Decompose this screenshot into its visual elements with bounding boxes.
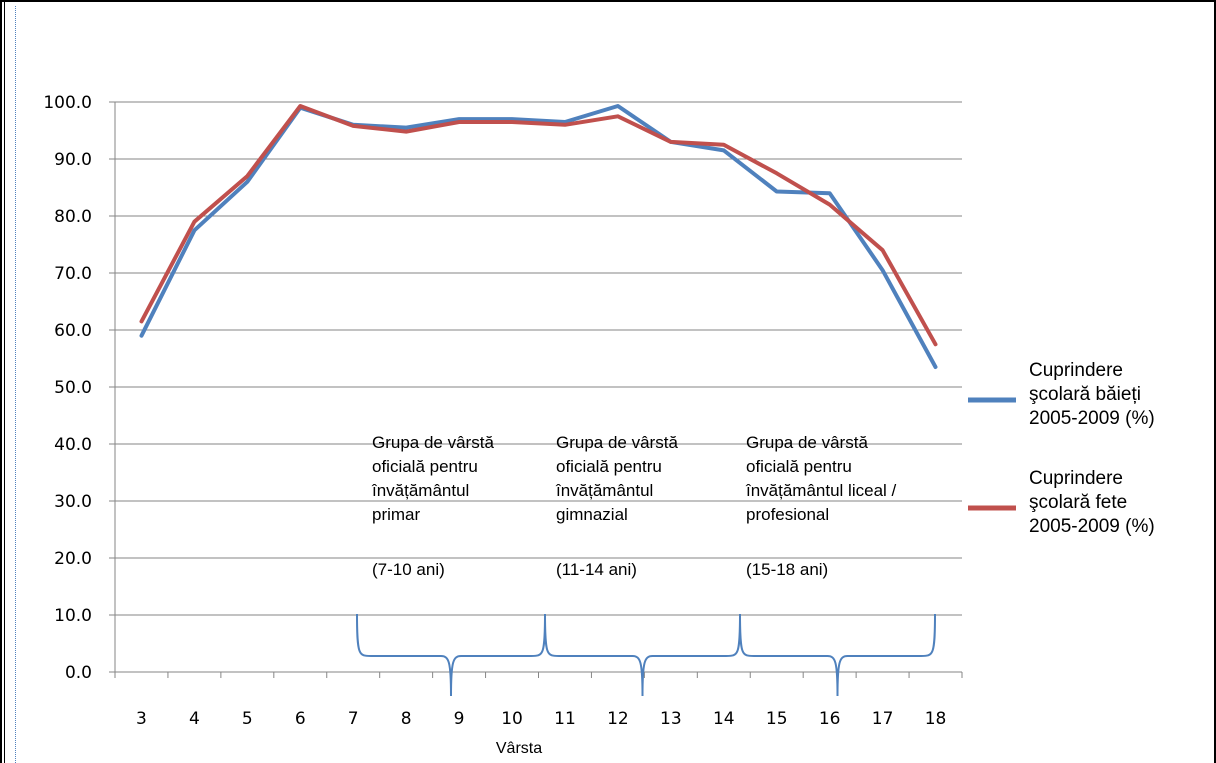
- annotation-line: oficială pentru: [556, 457, 662, 476]
- age-group-bracket: [739, 613, 936, 697]
- annotation-line: gimnazial: [556, 505, 628, 524]
- annotation-line: Grupa de vârstă: [372, 433, 494, 452]
- legend-label: 2005-2009 (%): [1029, 516, 1155, 537]
- age-group-brackets: [356, 613, 936, 697]
- series-lines: [139, 104, 938, 369]
- annotation-line: profesional: [746, 505, 829, 524]
- series-boys-line: [139, 104, 938, 369]
- legend-item: Cuprindere şcolară fete 2005-2009 (%): [968, 468, 1155, 537]
- series-girls-line: [139, 104, 938, 347]
- legend-label: 2005-2009 (%): [1029, 408, 1155, 429]
- y-tick-label: 20.0: [54, 549, 92, 569]
- annotation-line: învățământul: [555, 481, 653, 500]
- y-tick-label: 60.0: [54, 321, 92, 341]
- y-tick-labels: 0.0 10.0 20.0 30.0 40.0 50.0 60.0 70.0 80.0 90.0 1…: [43, 93, 92, 683]
- x-axis-title: Vârsta: [496, 740, 542, 757]
- age-group-bracket: [356, 613, 546, 697]
- x-tick-label: 9: [454, 709, 465, 729]
- annotation-range: (7-10 ani): [372, 560, 445, 579]
- annotation-range: (15-18 ani): [746, 560, 828, 579]
- y-tick-label: 90.0: [54, 150, 92, 170]
- x-tick-label: 11: [554, 709, 576, 729]
- x-tick-label: 16: [819, 709, 841, 729]
- age-group-annotation: Grupa de vârstă oficială pentru învățământ…: [745, 433, 897, 579]
- y-tick-label: 40.0: [54, 435, 92, 455]
- x-tick-label: 8: [401, 709, 412, 729]
- annotation-line: Grupa de vârstă: [556, 433, 678, 452]
- age-group-annotations: Grupa de vârstă oficială pentru învățământ…: [371, 433, 897, 579]
- legend-label: şcolară fete: [1029, 492, 1127, 513]
- legend-label: Cuprindere: [1029, 360, 1123, 381]
- y-tick-label: 50.0: [54, 378, 92, 398]
- x-tick-label: 3: [136, 709, 147, 729]
- gridlines: [115, 101, 962, 616]
- axes: [109, 101, 963, 678]
- x-tick-label: 14: [713, 709, 735, 729]
- age-group-annotation: Grupa de vârstă oficială pentru învățământ…: [371, 433, 494, 579]
- x-tick-label: 6: [295, 709, 306, 729]
- legend-label: şcolară băieți: [1029, 384, 1141, 405]
- x-tick-label: 10: [501, 709, 523, 729]
- annotation-line: învățământul: [371, 481, 469, 500]
- annotation-line: primar: [372, 505, 421, 524]
- annotation-line: oficială pentru: [746, 457, 852, 476]
- annotation-line: învățământul liceal /: [745, 481, 897, 500]
- y-tick-label: 30.0: [54, 492, 92, 512]
- x-tick-label: 15: [766, 709, 788, 729]
- left-dotted-guide: [15, 6, 16, 763]
- age-group-bracket: [544, 613, 741, 697]
- y-tick-label: 70.0: [54, 264, 92, 284]
- x-tick-label: 13: [660, 709, 682, 729]
- x-tick-label: 5: [242, 709, 253, 729]
- y-tick-label: 0.0: [65, 663, 92, 683]
- x-tick-labels: 3 4 5 6 7 8 9 10 11 12 13 14 15 16 17 18: [136, 709, 946, 729]
- y-tick-label: 100.0: [43, 93, 92, 113]
- x-tick-label: 4: [189, 709, 200, 729]
- x-tick-label: 17: [872, 709, 894, 729]
- y-tick-label: 10.0: [54, 606, 92, 626]
- y-tick-label: 80.0: [54, 207, 92, 227]
- left-border: [0, 0, 5, 763]
- annotation-line: Grupa de vârstă: [746, 433, 868, 452]
- age-group-annotation: Grupa de vârstă oficială pentru învățământ…: [555, 433, 678, 579]
- annotation-range: (11-14 ani): [556, 560, 637, 579]
- annotation-line: oficială pentru: [372, 457, 478, 476]
- legend-item: Cuprindere şcolară băieți 2005-2009 (%): [968, 360, 1155, 429]
- legend-label: Cuprindere: [1029, 468, 1123, 489]
- x-tick-label: 7: [348, 709, 359, 729]
- x-tick-label: 18: [925, 709, 947, 729]
- x-tick-label: 12: [607, 709, 629, 729]
